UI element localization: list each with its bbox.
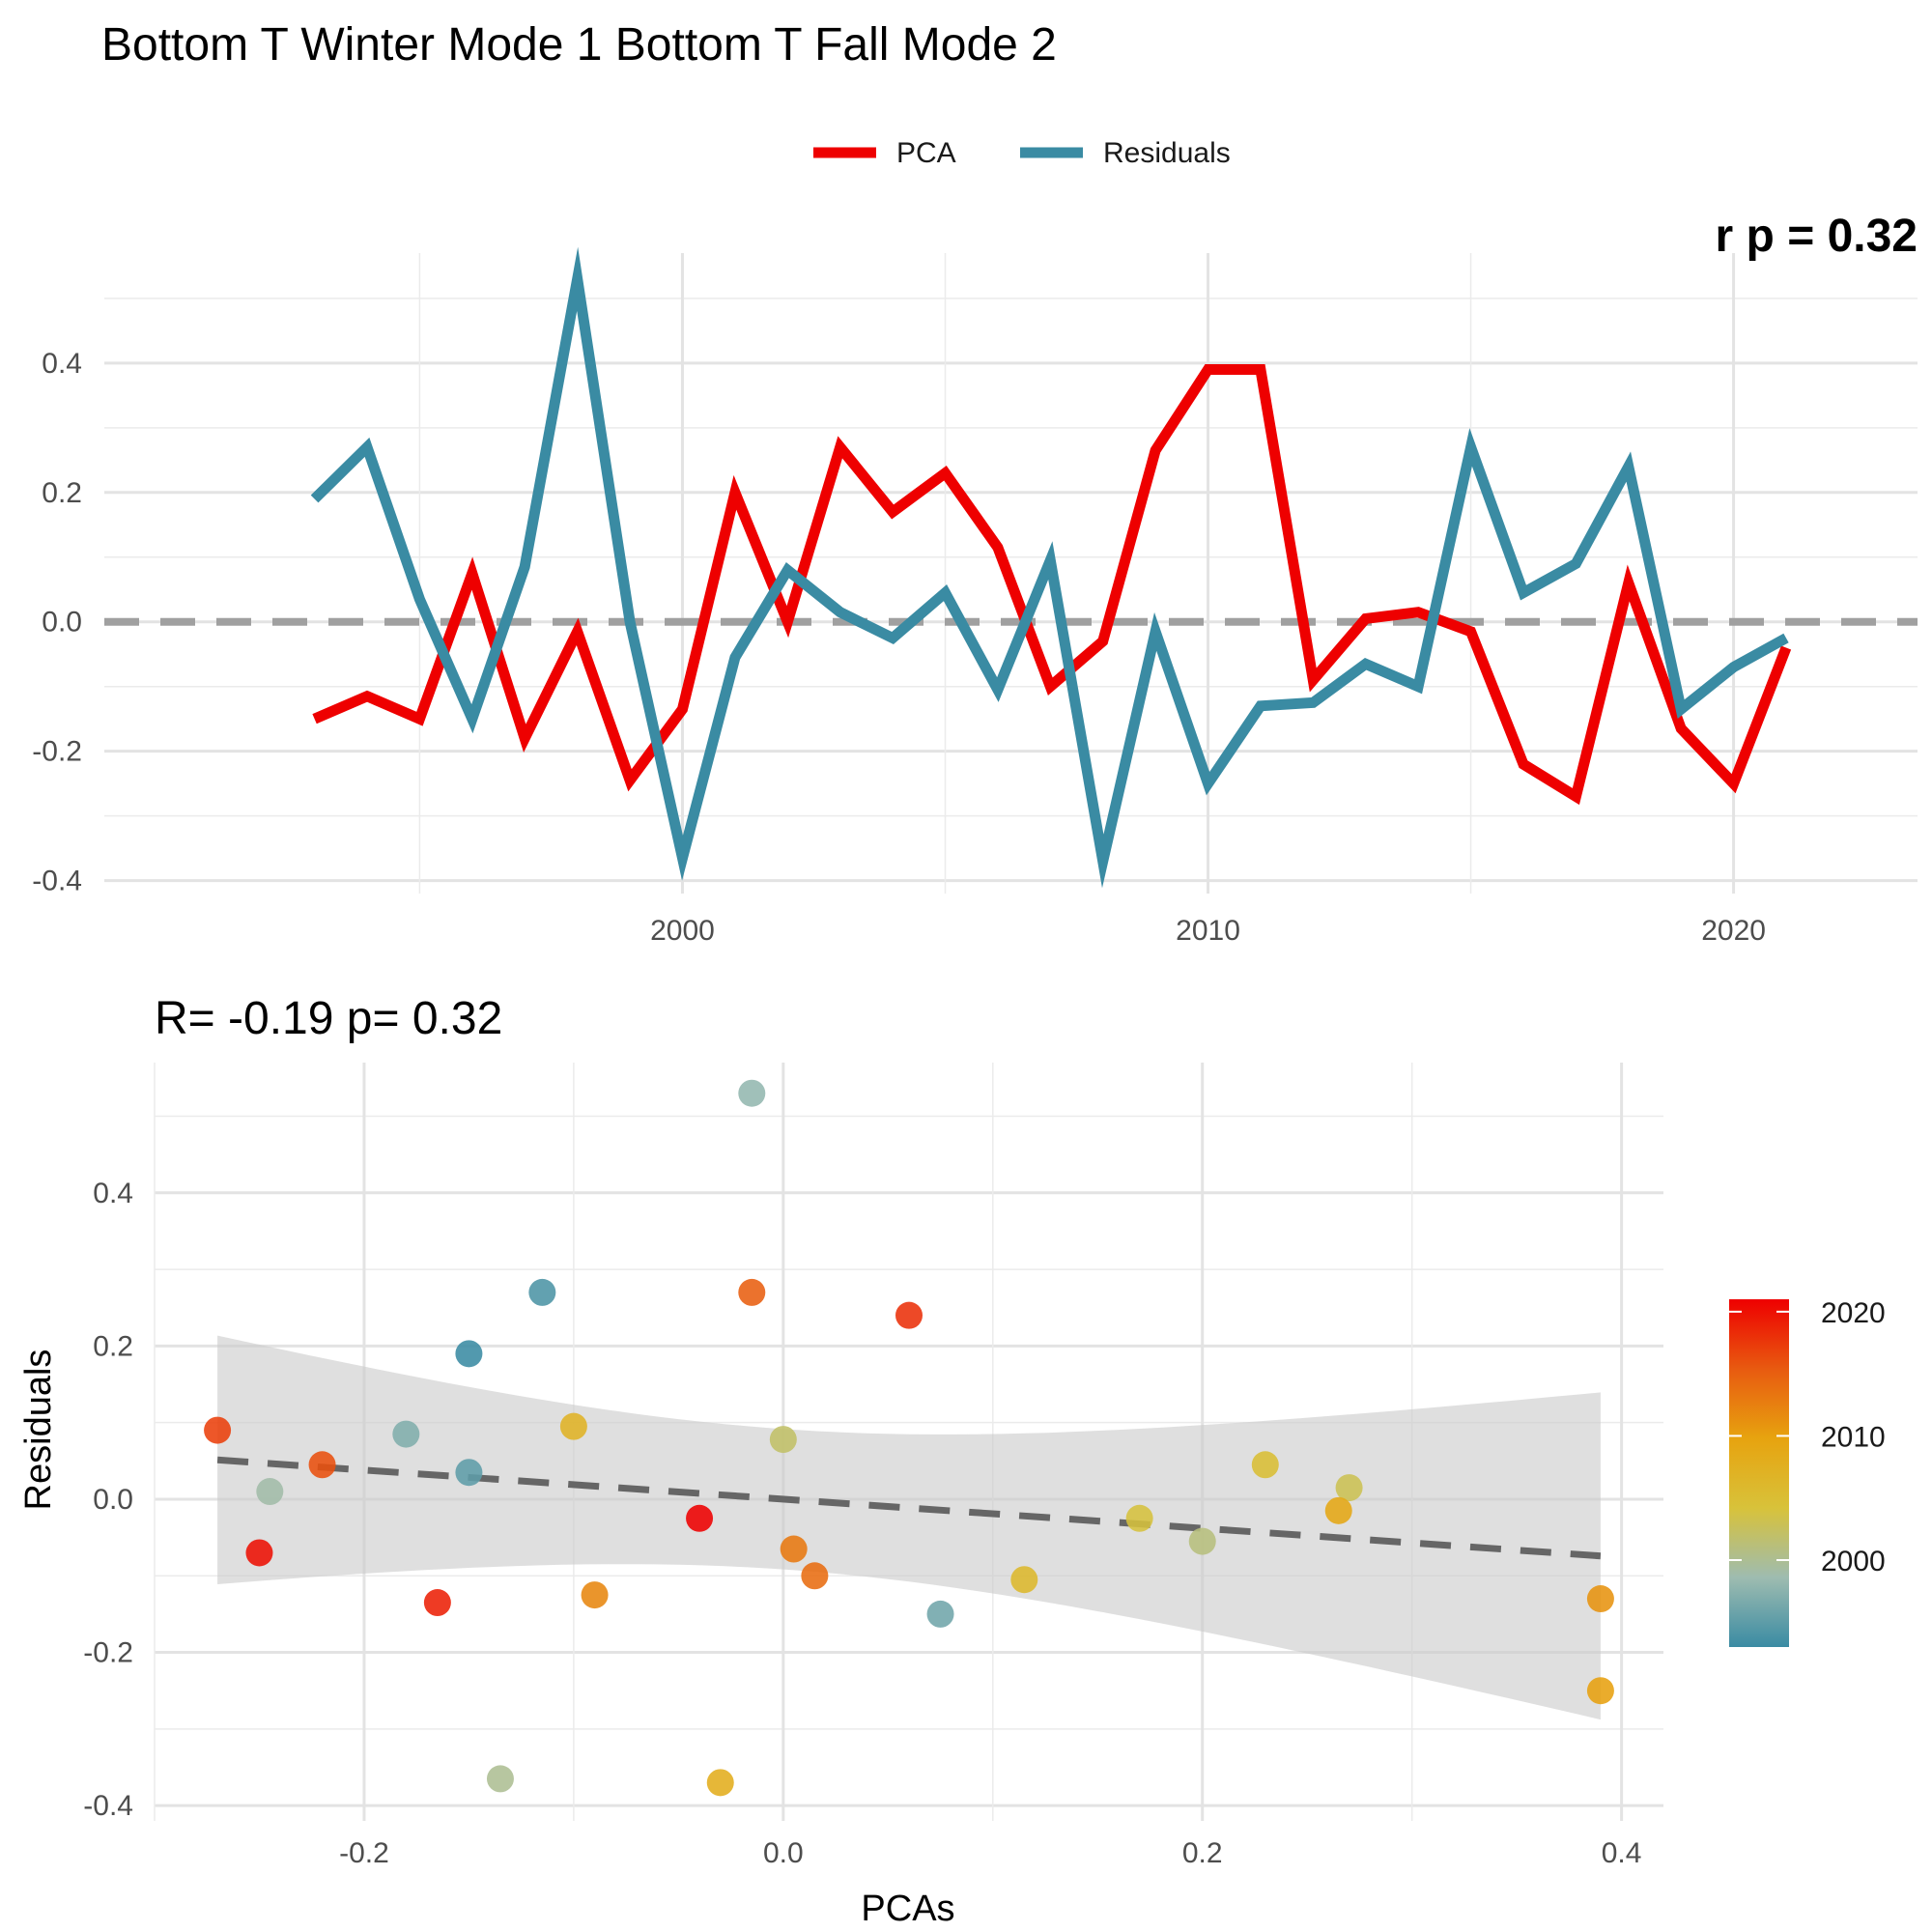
- x-axis-title: PCAs: [861, 1889, 954, 1929]
- scatter-x-tick-labels: -0.2 0.0 0.2 0.4: [339, 1837, 1641, 1869]
- scatter-point: [1335, 1474, 1363, 1502]
- scatter-point: [204, 1416, 232, 1444]
- scatter-point: [559, 1412, 587, 1440]
- scatter-point: [780, 1535, 808, 1563]
- top-y-tick-labels: -0.4 -0.2 0.0 0.2 0.4: [32, 348, 82, 897]
- time-series-panel: Bottom T Winter Mode 1 Bottom T Fall Mod…: [32, 19, 1918, 947]
- top-x-tick-label: 2010: [1176, 915, 1240, 947]
- confidence-band-area: [217, 1335, 1601, 1720]
- scatter-points: [204, 1079, 1614, 1797]
- scatter-y-tick-label: 0.2: [93, 1330, 133, 1362]
- scatter-point: [256, 1478, 284, 1506]
- corner-stat-label: r p = 0.32: [1716, 211, 1918, 262]
- top-series-lines: [310, 246, 1792, 889]
- chart-title: Bottom T Winter Mode 1 Bottom T Fall Mod…: [101, 19, 1057, 71]
- legend-label-residuals: Residuals: [1103, 137, 1231, 169]
- scatter-point: [1586, 1677, 1614, 1705]
- year-colorbar: 2020 2010 2000: [1729, 1297, 1886, 1647]
- scatter-point: [1586, 1585, 1614, 1613]
- regression-dashed-line: [216, 1456, 1602, 1560]
- colorbar-tick-label: 2000: [1821, 1546, 1886, 1577]
- top-y-tick-label: 0.0: [42, 607, 82, 639]
- regression-line: [216, 1456, 1602, 1560]
- colorbar-tick-label: 2020: [1821, 1297, 1886, 1329]
- top-y-tick-label: 0.4: [42, 348, 82, 380]
- scatter-point: [455, 1340, 483, 1368]
- scatter-x-tick-label: 0.2: [1182, 1837, 1223, 1869]
- scatter-point: [926, 1600, 954, 1628]
- scatter-point: [1010, 1566, 1038, 1594]
- legend-label-pca: PCA: [896, 137, 956, 169]
- scatter-point: [706, 1769, 734, 1797]
- scatter-point: [895, 1301, 923, 1329]
- series-line-residuals: [310, 246, 1789, 889]
- top-x-tick-labels: 2000 2010 2020: [650, 915, 1766, 947]
- scatter-point: [423, 1589, 451, 1617]
- scatter-point: [455, 1459, 483, 1487]
- colorbar-ticks: 2020 2010 2000: [1729, 1297, 1886, 1577]
- top-y-tick-label: -0.2: [32, 736, 82, 768]
- scatter-point: [392, 1420, 420, 1448]
- scatter-panel: R= -0.19 p= 0.32 -0.4 -0.2 0.0 0.2 0.4 -0.2 0…: [18, 993, 1886, 1929]
- confidence-band: [217, 1335, 1601, 1720]
- scatter-point: [245, 1539, 273, 1567]
- scatter-point: [1324, 1496, 1352, 1524]
- scatter-x-tick-label: 0.4: [1602, 1837, 1642, 1869]
- colorbar-tick-label: 2010: [1821, 1421, 1886, 1453]
- scatter-title: R= -0.19 p= 0.32: [155, 993, 502, 1044]
- scatter-point: [1188, 1527, 1216, 1555]
- scatter-x-tick-label: -0.2: [339, 1837, 389, 1869]
- colorbar-gradient: [1729, 1299, 1789, 1647]
- scatter-y-tick-labels: -0.4 -0.2 0.0 0.2 0.4: [83, 1178, 133, 1822]
- scatter-point: [769, 1426, 797, 1454]
- scatter-point: [581, 1581, 609, 1609]
- scatter-point: [738, 1278, 766, 1306]
- y-axis-title: Residuals: [18, 1350, 59, 1511]
- scatter-point: [308, 1451, 336, 1479]
- scatter-point: [686, 1504, 714, 1532]
- series-line-pca: [312, 364, 1792, 806]
- legend: PCA Residuals: [813, 137, 1231, 169]
- scatter-point: [1125, 1504, 1153, 1532]
- scatter-y-tick-label: 0.0: [93, 1484, 133, 1516]
- top-y-tick-label: -0.4: [32, 866, 82, 897]
- scatter-point: [738, 1079, 766, 1107]
- scatter-point: [1251, 1451, 1279, 1479]
- scatter-y-tick-label: 0.4: [93, 1178, 133, 1209]
- top-y-tick-label: 0.2: [42, 477, 82, 509]
- scatter-point: [528, 1278, 556, 1306]
- scatter-y-tick-label: -0.4: [83, 1790, 133, 1822]
- scatter-point: [801, 1562, 829, 1590]
- scatter-y-tick-label: -0.2: [83, 1637, 133, 1669]
- scatter-point: [486, 1765, 514, 1793]
- top-x-tick-label: 2000: [650, 915, 715, 947]
- top-x-tick-label: 2020: [1701, 915, 1766, 947]
- scatter-x-tick-label: 0.0: [763, 1837, 804, 1869]
